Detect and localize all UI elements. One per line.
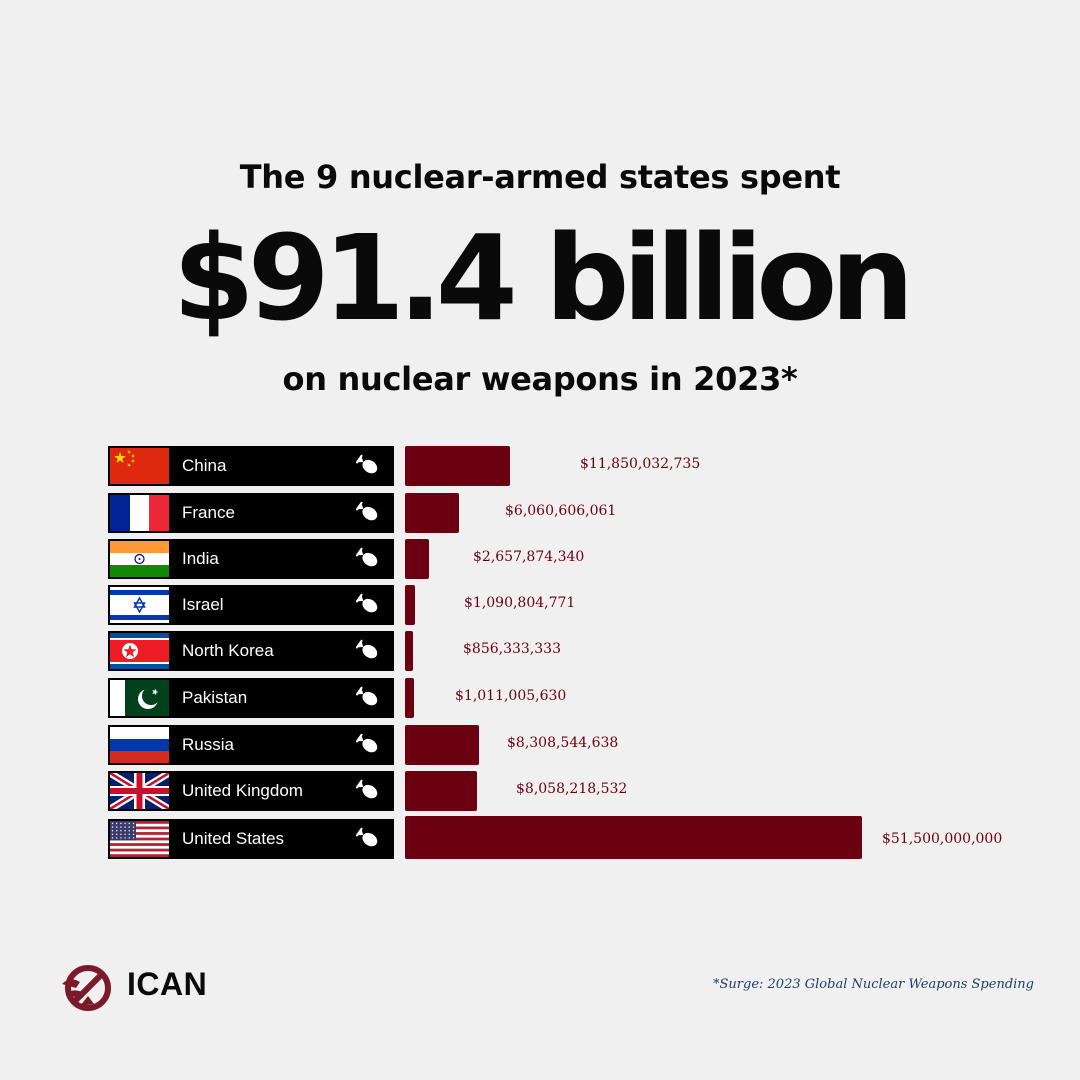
bar — [405, 725, 479, 765]
france-flag-icon — [108, 493, 171, 533]
category-label-row: Pakistan — [108, 678, 394, 718]
bar — [405, 493, 459, 533]
bar — [405, 816, 862, 859]
china-flag-icon — [108, 446, 171, 486]
bar — [405, 771, 477, 811]
uk-flag-icon — [108, 771, 171, 811]
data-label: $1,011,005,630 — [455, 688, 567, 704]
bomb-icon — [356, 779, 378, 799]
usa-flag-icon — [108, 819, 171, 859]
headline-line2: on nuclear weapons in 2023* — [282, 360, 798, 398]
tick-label: India — [182, 549, 219, 568]
bar — [405, 446, 510, 486]
category-label-row: Russia — [108, 725, 394, 765]
footnote: *Surge: 2023 Global Nuclear Weapons Spen… — [713, 977, 1034, 992]
data-label: $11,850,032,735 — [580, 456, 701, 472]
bomb-icon — [356, 827, 378, 847]
bar — [405, 631, 413, 671]
headline-line1: The 9 nuclear-armed states spent — [239, 158, 841, 196]
tick-label: Israel — [182, 595, 224, 614]
data-label: $856,333,333 — [463, 641, 561, 657]
data-label: $8,058,218,532 — [516, 781, 628, 797]
category-label-row: United Kingdom — [108, 771, 394, 811]
data-label: $8,308,544,638 — [507, 735, 619, 751]
category-label-row: North Korea — [108, 631, 394, 671]
tick-label: Russia — [182, 735, 234, 754]
category-label-row: France — [108, 493, 394, 533]
bomb-icon — [356, 593, 378, 613]
data-label: $2,657,874,340 — [473, 549, 585, 565]
tick-label: United States — [182, 829, 285, 848]
bomb-icon — [356, 454, 378, 474]
russia-flag-icon — [108, 725, 171, 765]
category-label-row: Israel — [108, 585, 394, 625]
category-label-row: China — [108, 446, 394, 486]
bomb-icon — [356, 639, 378, 659]
bomb-icon — [356, 686, 378, 706]
tick-label: North Korea — [182, 641, 274, 660]
bomb-icon — [356, 547, 378, 567]
israel-flag-icon — [108, 585, 171, 625]
data-label: $1,090,804,771 — [464, 595, 576, 611]
tick-label: Pakistan — [182, 688, 248, 707]
north-korea-flag-icon — [108, 631, 171, 671]
category-label-row: India — [108, 539, 394, 579]
tick-label: China — [182, 456, 227, 475]
bomb-icon — [356, 501, 378, 521]
india-flag-icon — [108, 539, 171, 579]
category-label-row: United States — [108, 819, 394, 859]
tick-label: United Kingdom — [182, 781, 303, 800]
logo-text: ICAN — [127, 966, 208, 1002]
tick-label: France — [182, 503, 235, 522]
bar — [405, 539, 429, 579]
bar — [405, 585, 415, 625]
pakistan-flag-icon — [108, 678, 171, 718]
headline-amount: $91.4 billion — [172, 209, 915, 347]
bar — [405, 678, 414, 718]
data-label: $51,500,000,000 — [882, 831, 1003, 847]
ican-logo-icon — [62, 965, 111, 1011]
bomb-icon — [356, 733, 378, 753]
data-label: $6,060,606,061 — [505, 503, 617, 519]
